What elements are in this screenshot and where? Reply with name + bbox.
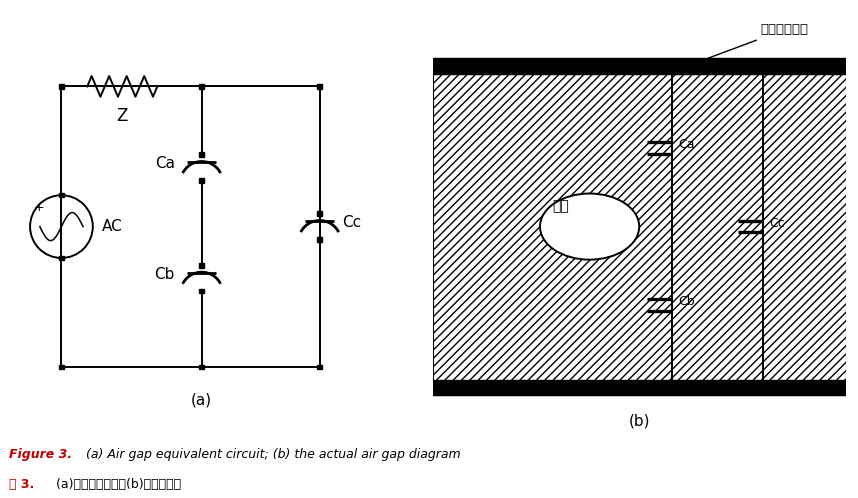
Text: Figure 3.: Figure 3. [9,448,72,461]
Text: +: + [33,201,44,214]
Bar [59,256,63,260]
Bar [199,152,204,157]
Bar [59,193,63,197]
Bar [199,263,204,267]
Text: Cb: Cb [154,267,175,282]
Text: Z: Z [117,107,128,124]
Text: (a) Air gap equivalent circuit; (b) the actual air gap diagram: (a) Air gap equivalent circuit; (b) the … [82,448,460,461]
Bar [317,84,322,89]
Bar [59,365,63,369]
Text: Cb: Cb [679,295,695,308]
Ellipse shape [540,194,639,259]
Bar [432,74,846,395]
Text: (b): (b) [628,413,650,428]
Text: AC: AC [102,219,123,234]
Bar [199,289,204,293]
Bar [59,84,63,89]
Bar [317,237,322,242]
Bar [199,178,204,183]
Text: 图 3.: 图 3. [9,478,33,491]
Text: Cc: Cc [341,216,361,231]
Bar [432,379,846,395]
Text: Ca: Ca [679,138,695,151]
Bar [317,212,322,216]
Text: 气隙: 气隙 [553,199,569,213]
Bar [432,58,846,74]
Text: Ca: Ca [154,156,175,171]
Bar [199,84,204,89]
Text: (a)气隙等效电路；(b)实际气隙图: (a)气隙等效电路；(b)实际气隙图 [52,478,181,491]
Text: (a): (a) [191,392,212,407]
Bar [317,365,322,369]
Text: Cc: Cc [770,217,785,230]
Text: 气隙等效电路: 气隙等效电路 [675,23,808,71]
Bar [199,365,204,369]
